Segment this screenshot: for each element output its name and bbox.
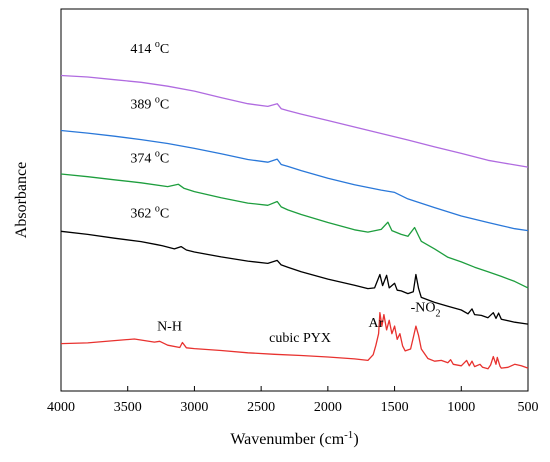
annotations: N-H cubic PYX Ar -NO2 xyxy=(157,301,440,347)
series-label-unit: C xyxy=(160,97,169,112)
annotation-text: cubic PYX xyxy=(269,331,331,346)
series-label: 414 oC xyxy=(130,39,169,57)
annotation-label: -NO2 xyxy=(411,301,441,320)
annotation-text: -NO xyxy=(411,301,436,316)
series-label: 389 oC xyxy=(130,94,169,112)
series-label-degree: o xyxy=(155,39,160,50)
series-line-4 xyxy=(60,312,529,370)
series-label-unit: C xyxy=(160,152,169,167)
series-line-0 xyxy=(60,74,529,168)
series-label-degree: o xyxy=(155,94,160,105)
x-axis-ticks: 4000 3500 3000 2500 2000 1500 1000 500 xyxy=(47,386,539,415)
annotation-label: cubic PYX xyxy=(269,331,331,346)
series-label-degree: o xyxy=(155,149,160,160)
x-axis-title: Wavenumber (cm-1) xyxy=(230,429,358,448)
series-label-degree: o xyxy=(155,204,160,215)
y-axis-title: Absorbance xyxy=(13,162,30,238)
x-tick-label: 500 xyxy=(518,400,539,415)
x-tick-label: 2000 xyxy=(314,400,342,415)
x-tick-label: 1500 xyxy=(381,400,409,415)
x-axis-title-main: Wavenumber (cm xyxy=(230,431,344,448)
plot-frame xyxy=(60,8,529,392)
series-line-2 xyxy=(60,173,529,289)
series-line-3 xyxy=(60,230,529,325)
series-label-unit: C xyxy=(160,42,169,57)
series-label-value: 362 xyxy=(130,207,155,222)
x-tick-label: 2500 xyxy=(247,400,275,415)
series-line-1 xyxy=(60,129,529,232)
annotation-text: N-H xyxy=(157,320,182,335)
x-tick-label: 4000 xyxy=(47,400,75,415)
series-label: 374 oC xyxy=(130,149,169,167)
series-label-unit: C xyxy=(160,207,169,222)
series-group xyxy=(60,74,529,370)
annotation-text: Ar xyxy=(369,316,384,331)
annotation-label: Ar xyxy=(369,316,384,331)
annotation-subscript: 2 xyxy=(435,309,440,320)
series-label-value: 389 xyxy=(130,97,155,112)
series-label: 362 oC xyxy=(130,204,169,222)
series-label-value: 374 xyxy=(130,152,155,167)
series-label-value: 414 xyxy=(130,42,155,57)
x-axis-title-tail: ) xyxy=(353,431,358,448)
x-tick-label: 1000 xyxy=(447,400,475,415)
x-tick-label: 3000 xyxy=(180,400,208,415)
x-tick-label: 3500 xyxy=(114,400,142,415)
x-axis-title-sup: -1 xyxy=(344,429,353,441)
annotation-label: N-H xyxy=(157,320,182,335)
